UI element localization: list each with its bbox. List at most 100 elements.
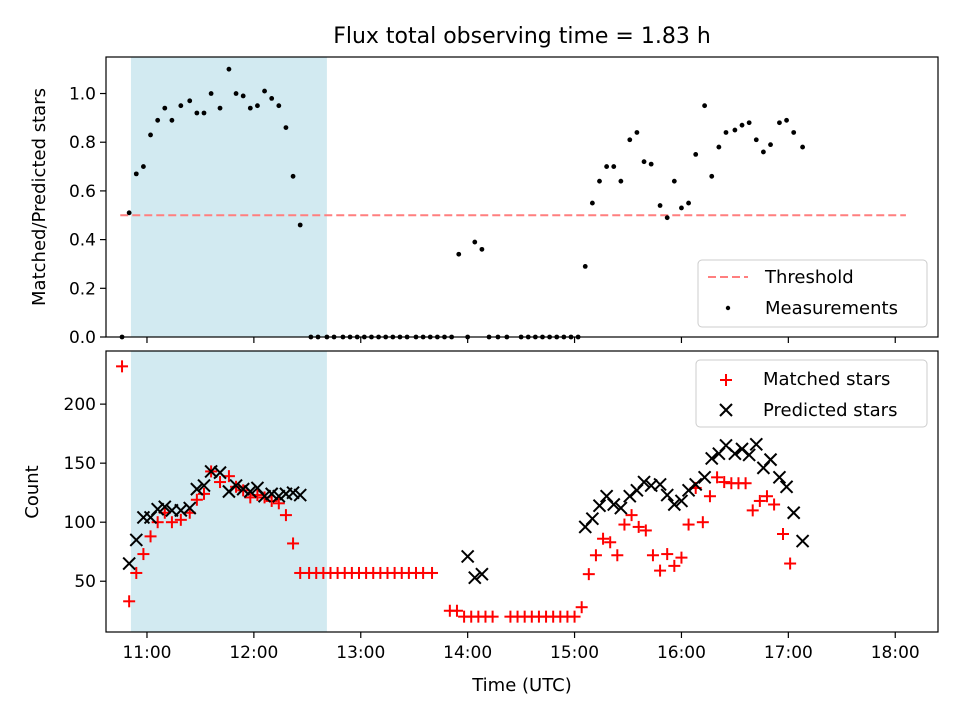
matched-stars-point (272, 497, 285, 510)
predicted-stars-point (460, 549, 475, 564)
matched-stars-point (597, 532, 610, 545)
measurements-point (777, 120, 782, 126)
matched-stars-point (279, 509, 292, 522)
measurements-point (233, 91, 239, 96)
measurements-point (732, 127, 738, 133)
measurements-point (169, 117, 175, 123)
matched-stars-point (682, 518, 695, 531)
measurements-point (217, 105, 223, 111)
predicted-stars-point (272, 489, 286, 503)
measurements-point (634, 130, 640, 135)
top-shaded-interval (130, 57, 327, 337)
matched-stars-point (214, 476, 227, 489)
matched-stars-point (486, 610, 499, 623)
x-tick-label: 16:00 (657, 643, 706, 663)
bottom-y-axis-label: Count (22, 465, 43, 518)
matched-stars-point (718, 476, 731, 489)
predicted-stars-point (475, 567, 489, 581)
measurements-point (800, 144, 805, 150)
predicted-stars-point (585, 511, 600, 526)
measurements-point (693, 151, 699, 157)
predicted-stars-point (257, 489, 272, 503)
bottom-y-axis: 50 100 150 200 (64, 395, 106, 592)
matched-stars-point (589, 549, 602, 562)
x-tick-label: 18:00 (871, 643, 920, 663)
matched-stars-point (625, 509, 638, 522)
measurements-point (276, 103, 282, 109)
top-series-group (119, 66, 906, 340)
predicted-stars-point (190, 482, 204, 496)
matched-stars-point (137, 548, 150, 561)
measurements-point (208, 91, 214, 96)
matched-stars-point (144, 530, 157, 543)
matched-stars-point (568, 610, 581, 623)
bottom-legend-box (695, 359, 928, 428)
matched-stars-point (646, 549, 659, 562)
top-x-axis-ticks (146, 337, 896, 343)
predicted-stars-point (468, 570, 482, 585)
measurements-point (648, 161, 654, 167)
measurements-point (194, 110, 200, 116)
x-tick-label: 15:00 (550, 643, 599, 663)
top-legend-box (697, 259, 928, 328)
predicted-stars-point (772, 470, 787, 485)
matched-stars-point (784, 557, 797, 570)
matched-stars-point (632, 520, 645, 533)
matched-stars-point (116, 360, 129, 373)
matched-stars-point (768, 498, 781, 511)
predicted-stars-point (749, 437, 763, 451)
predicted-stars-point (293, 488, 307, 502)
top-y-axis: 0.0 0.2 0.4 0.6 0.8 1.0 (69, 85, 106, 348)
matched-stars-point (777, 528, 790, 541)
measurements-point (141, 164, 146, 169)
measurements-point (589, 200, 595, 206)
measurements-point (641, 159, 647, 165)
predicted-stars-point (243, 484, 258, 499)
predicted-stars-point (614, 501, 628, 515)
matched-stars-point (165, 516, 178, 529)
measurements-point (627, 137, 633, 143)
measurements-point (686, 200, 691, 206)
matched-stars-point (575, 601, 588, 614)
measurements-point (791, 130, 797, 135)
predicted-stars-point (129, 533, 143, 547)
measurements-point (768, 142, 773, 148)
x-tick-label: 12:00 (229, 643, 278, 663)
x-tick-label: 13:00 (336, 643, 385, 663)
measurements-point (290, 173, 296, 179)
legend-measurements-swatch (725, 305, 731, 311)
measurements-point (582, 263, 588, 269)
measurements-point (723, 130, 729, 135)
top-y-tick-label: 0.2 (69, 279, 96, 299)
matched-stars-point (711, 471, 724, 484)
bottom-panel: 50 100 150 200 11:00 12:00 13:00 14:00 15:00 16:… (22, 350, 939, 696)
measurements-point (753, 137, 759, 143)
measurements-point (657, 203, 663, 208)
measurements-point (671, 178, 677, 184)
measurements-point (784, 117, 789, 123)
matched-stars-point (753, 494, 766, 507)
measurements-point (226, 66, 232, 72)
predicted-stars-point (229, 478, 243, 493)
bottom-y-tick-label: 150 (64, 454, 96, 474)
predicted-stars-point (122, 556, 136, 571)
matched-stars-point (450, 604, 463, 617)
matched-stars-point (244, 491, 257, 504)
matched-stars-point (174, 513, 187, 526)
matched-stars-point (639, 524, 652, 537)
matched-stars-point (746, 504, 759, 517)
measurements-point (187, 98, 193, 104)
measurements-point (702, 103, 708, 109)
legend-predicted-label: Predicted stars (763, 400, 897, 421)
predicted-stars-point (779, 480, 794, 494)
bottom-x-axis: 11:00 12:00 13:00 14:00 15:00 16:00 17:00 18:00 (122, 632, 920, 663)
predicted-stars-point (264, 487, 279, 501)
top-y-tick-label: 1.0 (69, 85, 96, 105)
matched-stars-point (760, 490, 773, 503)
measurements-point (664, 215, 670, 221)
predicted-stars-point (697, 470, 712, 485)
matched-stars-point (287, 537, 300, 550)
predicted-stars-point (158, 500, 172, 514)
predicted-stars-point (637, 475, 651, 489)
predicted-stars-point (728, 447, 742, 461)
